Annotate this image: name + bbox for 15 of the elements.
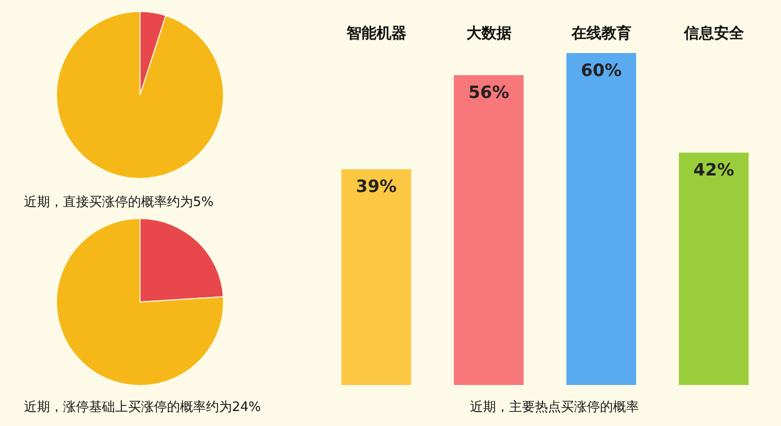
bar: [341, 169, 412, 385]
text: 近期，直接买涨停的概率约为5%: [24, 194, 214, 211]
text: 近期，涨停基础上买涨停的概率约为24%: [24, 399, 261, 416]
bar: [454, 75, 524, 385]
bar: [678, 152, 749, 385]
x-tick-label: 信息安全: [682, 24, 745, 42]
x-tick-label: 在线教育: [570, 24, 632, 42]
data-label: 39%: [356, 177, 397, 198]
data-label: 56%: [468, 83, 510, 104]
x-tick-label: 大数据: [466, 25, 512, 42]
bar: [566, 53, 636, 385]
data-label: 60%: [580, 60, 622, 81]
text: 近期，主要热点买涨停的概率: [470, 399, 639, 416]
data-label: 42%: [693, 160, 734, 181]
x-tick-label: 智能机器: [345, 25, 406, 42]
